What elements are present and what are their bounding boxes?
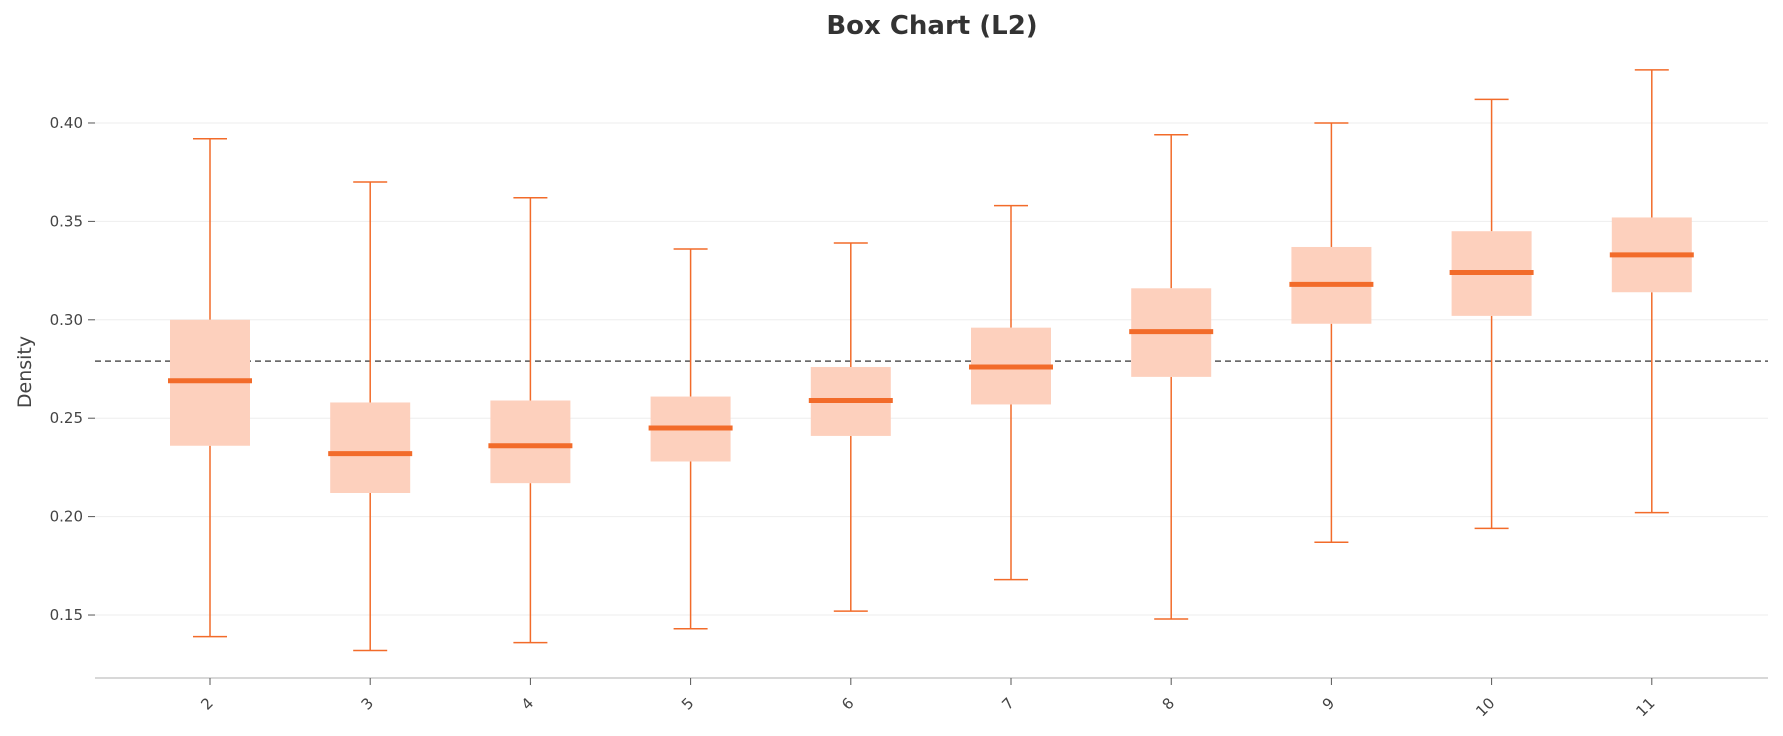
x-tick-label: 2 [197, 694, 216, 713]
y-tick-label: 0.30 [50, 311, 83, 329]
box-2 [168, 137, 252, 638]
y-tick-label: 0.15 [50, 606, 83, 624]
y-tick-label: 0.40 [50, 114, 83, 132]
box-4 [488, 197, 573, 644]
x-tick-label: 3 [358, 694, 377, 713]
box-6 [808, 242, 893, 612]
x-tick-label: 8 [1159, 694, 1178, 713]
box-iqr [490, 400, 571, 484]
box-5 [648, 248, 733, 630]
y-axis-label: Density [14, 336, 36, 408]
x-tick-label: 4 [518, 694, 537, 713]
x-tick-label: 6 [838, 694, 857, 713]
y-tick-label: 0.35 [50, 212, 83, 230]
x-tick-label: 7 [998, 694, 1017, 713]
box-8 [1129, 134, 1214, 620]
boxes-layer [168, 69, 1694, 652]
y-tick-label: 0.20 [50, 508, 83, 526]
box-3 [328, 181, 413, 652]
axes [88, 122, 1768, 685]
x-tick-label: 5 [678, 694, 697, 713]
box-7 [969, 204, 1053, 581]
box-iqr [330, 402, 411, 493]
x-tick-label: 11 [1632, 694, 1658, 720]
y-tick-label: 0.25 [50, 409, 83, 427]
box-11 [1609, 69, 1694, 514]
x-tick-label: 10 [1472, 694, 1498, 720]
grid-lines [95, 122, 1768, 616]
box-10 [1449, 98, 1534, 530]
box-9 [1289, 122, 1374, 543]
chart-title: Box Chart (L2) [826, 11, 1037, 41]
x-tick-label: 9 [1319, 694, 1338, 713]
